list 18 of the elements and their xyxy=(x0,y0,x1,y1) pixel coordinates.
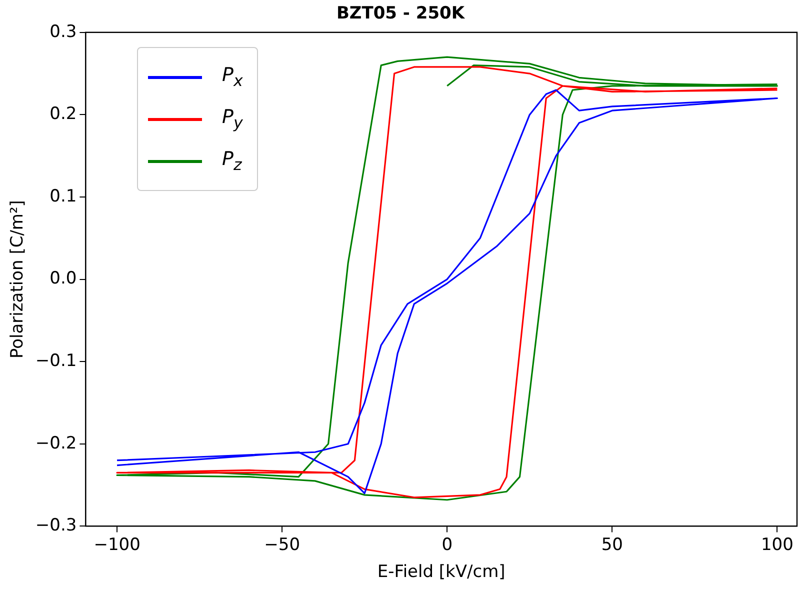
chart-title: BZT05 - 250K xyxy=(336,4,466,24)
x-axis-title: E-Field [kV/cm] xyxy=(377,562,506,582)
x-tick-label: 50 xyxy=(601,534,623,555)
y-tick-label: −0.1 xyxy=(35,351,77,372)
y-tick-label: −0.2 xyxy=(35,433,77,454)
y-tick-label: 0.3 xyxy=(50,22,77,42)
y-tick-label: 0.2 xyxy=(50,104,77,124)
y-tick-label: 0.0 xyxy=(50,268,77,289)
x-tick-label: −100 xyxy=(94,534,140,555)
y-axis-title: Polarization [C/m²] xyxy=(8,200,28,359)
legend-label: P$_{z}$ xyxy=(222,148,242,174)
y-tick-label: −0.3 xyxy=(35,516,77,536)
x-tick-label: 100 xyxy=(760,534,794,555)
y-tick-label: 0.1 xyxy=(50,186,77,206)
legend-label: P$_{x}$ xyxy=(222,64,243,90)
x-tick-label: −50 xyxy=(264,534,300,555)
legend-label: P$_{y}$ xyxy=(222,106,243,132)
x-tick-label: 0 xyxy=(442,534,453,555)
